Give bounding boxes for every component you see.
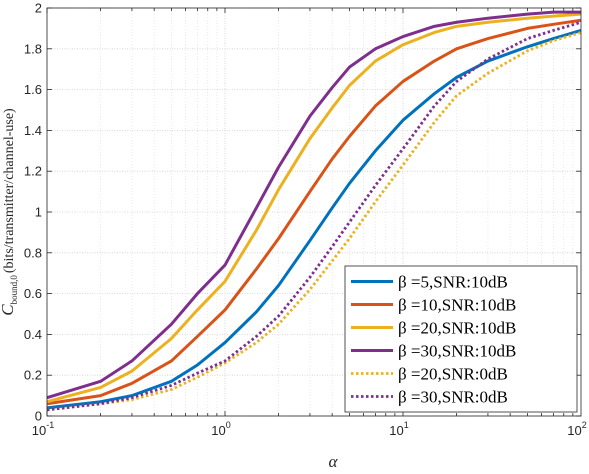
series-line-4 <box>46 31 582 412</box>
y-tick-label: 1.2 <box>24 164 42 179</box>
legend-label-2: β =20,SNR:10dB <box>398 319 516 338</box>
series-line-5 <box>46 20 582 412</box>
legend-box <box>344 265 578 413</box>
y-tick-label: 2 <box>35 1 42 16</box>
x-tick-label-exponent: 1 <box>404 420 409 430</box>
y-axis-label: Cbound,0 (bits/transmitter/channel-use) <box>0 108 19 316</box>
y-axis-label-subscript: bound,0 <box>9 275 19 305</box>
series-line-0 <box>46 29 582 410</box>
series-line-1 <box>46 18 582 406</box>
x-tick-label-exponent: -1 <box>46 420 54 430</box>
legend-label-3: β =30,SNR:10dB <box>398 342 516 361</box>
y-tick-label: 1 <box>35 205 42 220</box>
y-tick-label: 0.8 <box>24 245 42 260</box>
y-tick-label: 0.2 <box>24 368 42 383</box>
legend-label-0: β =5,SNR:10dB <box>398 273 508 292</box>
y-tick-label: 0.6 <box>24 286 42 301</box>
legend-label-5: β =30,SNR:0dB <box>398 388 508 407</box>
y-tick-label: 0.4 <box>24 327 42 342</box>
y-axis-label-symbol: C <box>0 304 17 316</box>
x-tick-label: 101 <box>389 420 408 438</box>
y-tick-label: 1.8 <box>24 41 42 56</box>
x-tick-label-base: 10 <box>32 423 46 438</box>
x-tick-label-exponent: 0 <box>226 420 231 430</box>
x-tick-label-base: 10 <box>211 423 225 438</box>
x-tick-label-base: 10 <box>389 423 403 438</box>
y-axis-label-unit: (bits/transmitter/channel-use) <box>2 108 17 273</box>
x-tick-label: 10-1 <box>32 420 54 438</box>
x-tick-label-exponent: 2 <box>582 420 587 430</box>
series-line-3 <box>46 10 581 400</box>
legend: β =5,SNR:10dB β =10,SNR:10dB β =20,SNR:10d… <box>344 265 578 413</box>
legend-label-4: β =20,SNR:0dB <box>398 365 508 384</box>
x-tick-label: 102 <box>567 420 586 438</box>
y-tick-label: 1.4 <box>24 123 42 138</box>
x-axis-label: α <box>329 452 339 471</box>
y-tick-label: 0 <box>35 409 42 424</box>
y-tick-label: 1.6 <box>24 82 42 97</box>
x-tick-label-base: 10 <box>567 423 581 438</box>
legend-label-1: β =10,SNR:10dB <box>398 296 516 315</box>
x-tick-label: 100 <box>211 420 230 438</box>
series-line-2 <box>46 12 582 404</box>
series-group <box>46 10 582 412</box>
